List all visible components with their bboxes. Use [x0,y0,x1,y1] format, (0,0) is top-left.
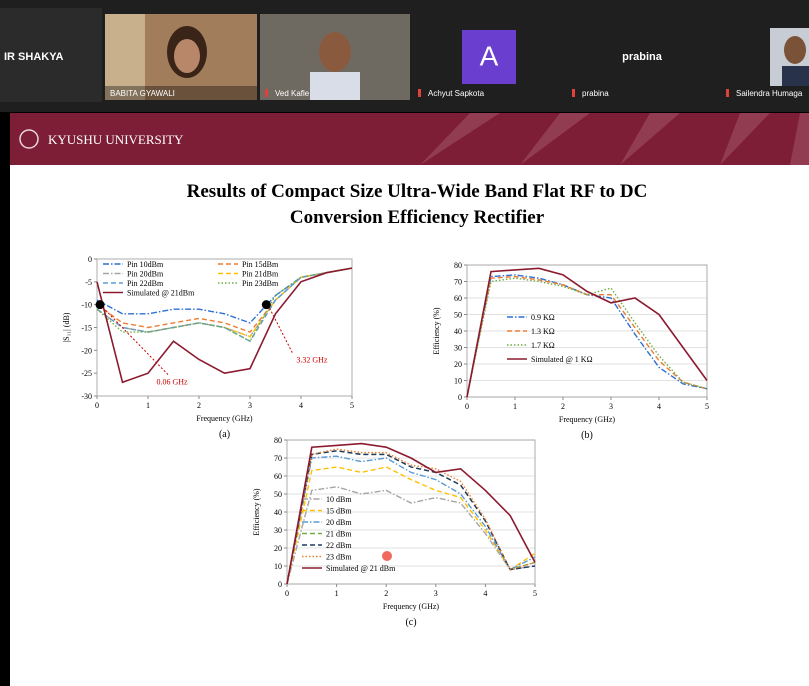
y-tick-label: 10 [454,377,462,386]
y-tick-label: 70 [274,454,282,463]
x-tick-label: 1 [513,402,517,411]
participant-name: BABITA GYAWALI [110,89,175,98]
participant-name: Achyut Sapkota [428,89,485,98]
page: IR SHAKYA BABITA GYAWALI Ved Kafle A Ach… [0,0,809,686]
legend-label: Pin 20dBm [127,270,164,279]
slide-title: Conversion Efficiency Rectifier [290,207,545,228]
legend-label: 15 dBm [326,507,352,516]
legend-label: Pin 23dBm [242,279,279,288]
y-tick-label: 0 [88,255,92,264]
x-tick-label: 3 [434,589,438,598]
legend-label: Pin 10dBm [127,260,164,269]
participant-name: prabina [582,89,609,98]
tile-label: prabina [622,51,663,63]
legend-label: Simulated @ 21dBm [127,289,195,298]
x-tick-label: 5 [705,402,709,411]
legend-label: 0.9 KΩ [531,313,555,322]
y-tick-label: -15 [81,324,92,333]
legend-label: 23 dBm [326,553,352,562]
caption: (c) [405,617,416,628]
participant-name: Sailendra Humaga [736,89,803,98]
shirt [310,72,360,100]
screen: IR SHAKYA BABITA GYAWALI Ved Kafle A Ach… [0,0,809,686]
caption: (a) [219,429,230,440]
y-axis-label: Efficiency (%) [432,307,441,354]
suit [782,66,809,86]
y-tick-label: -25 [81,369,92,378]
annotation-dot [262,300,271,309]
cursor-highlight [382,551,392,561]
y-tick-label: 60 [274,472,282,481]
y-tick-label: 20 [454,360,462,369]
x-tick-label: 4 [657,402,661,411]
x-tick-label: 4 [483,589,487,598]
y-tick-label: -30 [81,392,92,401]
x-tick-label: 1 [146,401,150,410]
y-tick-label: 30 [274,526,282,535]
y-tick-label: 40 [274,508,282,517]
x-axis-label: Frequency (GHz) [383,602,440,611]
annotation-label: 0.06 GHz [157,378,189,387]
participant-name: Ved Kafle [275,89,310,98]
y-tick-label: 80 [274,436,282,445]
avatar-letter: A [480,40,499,71]
x-tick-label: 2 [384,589,388,598]
y-tick-label: 0 [458,393,462,402]
x-tick-label: 5 [350,401,354,410]
caption: (b) [581,430,593,441]
y-tick-label: -10 [81,301,92,310]
legend-label: Pin 15dBm [242,260,279,269]
y-tick-label: 10 [274,562,282,571]
x-tick-label: 0 [465,402,469,411]
x-tick-label: 3 [248,401,252,410]
legend-label: Pin 22dBm [127,279,164,288]
y-tick-label: 70 [454,278,462,287]
y-axis-label: Efficiency (%) [252,488,261,535]
legend-label: 21 dBm [326,530,352,539]
legend-label: 1.3 KΩ [531,327,555,336]
university: KYUSHU UNIVERSITY [48,132,184,147]
legend-label: Pin 21dBm [242,270,279,279]
y-tick-label: 50 [454,311,462,320]
face [784,36,806,64]
participant-name: IR SHAKYA [4,51,64,63]
y-tick-label: 50 [274,490,282,499]
x-tick-label: 2 [197,401,201,410]
face [319,32,351,72]
legend-label: Simulated @ 21 dBm [326,564,396,573]
x-tick-label: 0 [95,401,99,410]
legend-label: 10 dBm [326,495,352,504]
legend-label: 20 dBm [326,518,352,527]
x-tick-label: 1 [335,589,339,598]
y-tick-label: -5 [85,278,92,287]
annotation-label: 3.32 GHz [296,356,328,365]
legend-label: 1.7 KΩ [531,341,555,350]
y-tick-label: 60 [454,294,462,303]
legend-label: 22 dBm [326,541,352,550]
annotation-dot [96,300,105,309]
x-axis-label: Frequency (GHz) [196,414,253,423]
x-axis-label: Frequency (GHz) [559,415,616,424]
y-tick-label: -20 [81,346,92,355]
x-tick-label: 0 [285,589,289,598]
y-tick-label: 40 [454,327,462,336]
slide-title: Results of Compact Size Ultra-Wide Band … [187,181,648,202]
y-axis-label: |S₁₁| (dB) [62,312,71,342]
x-tick-label: 4 [299,401,303,410]
y-tick-label: 0 [278,580,282,589]
x-tick-label: 2 [561,402,565,411]
legend-label: Simulated @ 1 KΩ [531,355,593,364]
x-tick-label: 3 [609,402,613,411]
x-tick-label: 5 [533,589,537,598]
y-tick-label: 30 [454,344,462,353]
y-tick-label: 80 [454,261,462,270]
face [174,39,200,73]
y-tick-label: 20 [274,544,282,553]
